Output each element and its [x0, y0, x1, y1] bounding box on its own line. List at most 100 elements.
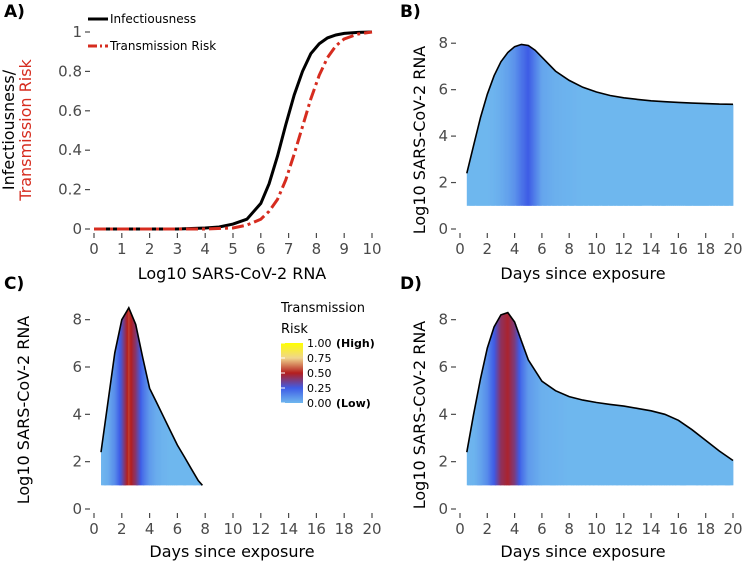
- area-strip: [162, 417, 165, 486]
- area-strip: [507, 313, 510, 486]
- area-strip: [552, 68, 555, 206]
- area-strip: [617, 405, 620, 486]
- area-strip: [660, 101, 663, 206]
- area-strip: [155, 402, 158, 486]
- area-strip: [544, 60, 547, 206]
- area-strip: [152, 396, 155, 486]
- area-strip: [502, 314, 505, 486]
- area-strip: [659, 413, 662, 486]
- area-strip: [650, 410, 653, 486]
- panel2-ytick-label: 0: [72, 500, 82, 518]
- area-strip: [623, 406, 626, 486]
- area-strip: [651, 411, 654, 486]
- area-strip: [644, 409, 647, 486]
- area-strip: [718, 104, 721, 206]
- area-strip: [632, 407, 635, 486]
- area-strip: [711, 103, 714, 206]
- area-strip: [188, 466, 191, 486]
- area-strip: [700, 103, 703, 206]
- panel-a-xlabel: Log10 SARS-CoV-2 RNA: [138, 264, 327, 283]
- area-strip: [655, 101, 658, 206]
- area-strip: [635, 408, 638, 486]
- area-strip: [533, 369, 536, 486]
- area-strip: [116, 344, 118, 486]
- panel2-xtick-label: 18: [335, 520, 354, 538]
- area-strip: [561, 75, 564, 206]
- area-strip: [475, 134, 478, 206]
- area-strip: [627, 98, 630, 206]
- area-strip: [536, 52, 539, 206]
- area-strip: [720, 452, 723, 486]
- area-strip: [566, 79, 569, 206]
- area-strip: [474, 138, 477, 206]
- area-strip: [618, 405, 621, 486]
- area-strip: [590, 90, 593, 206]
- panel1-ytick-label: 8: [438, 34, 448, 52]
- area-strip: [544, 383, 547, 486]
- area-strip: [652, 101, 655, 206]
- area-strip: [172, 437, 175, 486]
- area-strip: [601, 403, 604, 486]
- area-strip: [524, 351, 527, 486]
- area-strip: [555, 391, 558, 486]
- panel0-ytick-label: 0.8: [58, 62, 82, 80]
- panel3-xtick-label: 4: [510, 520, 520, 538]
- area-strip: [483, 104, 486, 206]
- area-strip: [536, 374, 539, 486]
- area-strip: [702, 438, 705, 486]
- area-strip: [548, 386, 551, 486]
- area-strip: [479, 118, 482, 206]
- panel1-ytick-label: 0: [438, 220, 448, 238]
- colorbar-label-value: 0.25: [307, 382, 332, 395]
- area-strip: [483, 361, 486, 486]
- area-strip: [113, 362, 115, 486]
- area-strip: [547, 63, 550, 206]
- panel0-xtick-label: 2: [145, 240, 155, 258]
- area-strip: [730, 104, 733, 206]
- area-strip: [189, 468, 192, 486]
- panel1-xtick-label: 4: [510, 240, 520, 258]
- area-strip: [504, 55, 507, 206]
- area-strip: [689, 428, 692, 486]
- area-strip: [639, 408, 642, 486]
- area-strip: [681, 423, 684, 486]
- area-strip: [662, 414, 665, 486]
- area-strip: [665, 101, 668, 206]
- area-strip: [601, 93, 604, 206]
- area-strip: [111, 376, 113, 486]
- area-strip: [493, 326, 496, 486]
- area-strip: [182, 456, 185, 486]
- area-strip: [726, 456, 729, 486]
- area-strip: [661, 413, 664, 486]
- area-strip: [166, 425, 169, 486]
- panel3-xtick-label: 2: [483, 520, 493, 538]
- area-strip: [537, 375, 540, 486]
- panel0-xtick-label: 3: [173, 240, 183, 258]
- area-strip: [586, 400, 589, 486]
- area-strip: [539, 55, 542, 206]
- area-strip: [138, 343, 141, 486]
- area-strip: [527, 45, 530, 206]
- area-strip: [549, 387, 552, 486]
- area-strip: [706, 103, 709, 206]
- area-strip: [124, 315, 126, 486]
- area-strip: [714, 448, 717, 486]
- area-strip: [635, 99, 638, 206]
- area-strip: [468, 163, 471, 206]
- area-strip: [588, 401, 591, 486]
- area-strip: [602, 403, 605, 486]
- area-strip: [104, 427, 106, 486]
- panel2-xtick-label: 20: [362, 520, 381, 538]
- area-strip: [678, 102, 681, 206]
- area-strip: [700, 437, 703, 486]
- area-strip: [501, 314, 504, 486]
- area-strip: [725, 456, 728, 486]
- area-strip: [548, 64, 551, 206]
- area-strip: [621, 405, 624, 486]
- panel0-xtick-label: 10: [362, 240, 381, 258]
- area-strip: [534, 371, 537, 486]
- area-strip: [698, 103, 701, 206]
- panel0-ytick-label: 0.2: [58, 181, 82, 199]
- area-strip: [467, 167, 470, 206]
- area-strip: [112, 369, 114, 486]
